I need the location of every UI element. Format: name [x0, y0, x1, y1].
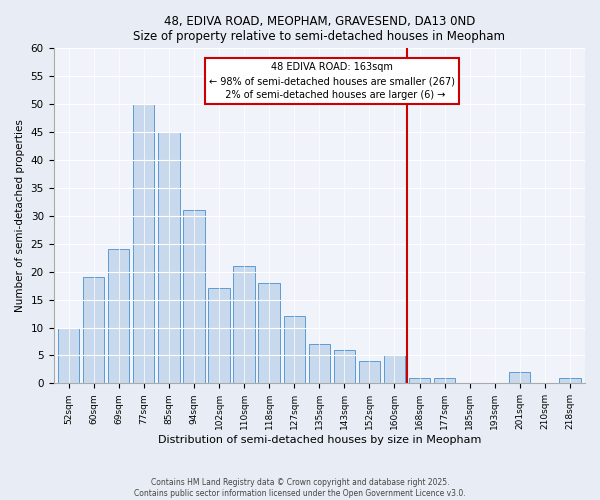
- Bar: [158, 132, 179, 384]
- Bar: [183, 210, 205, 384]
- Bar: [208, 288, 230, 384]
- Bar: [334, 350, 355, 384]
- Bar: [259, 283, 280, 384]
- Bar: [559, 378, 581, 384]
- Bar: [509, 372, 530, 384]
- Title: 48, EDIVA ROAD, MEOPHAM, GRAVESEND, DA13 0ND
Size of property relative to semi-d: 48, EDIVA ROAD, MEOPHAM, GRAVESEND, DA13…: [133, 15, 505, 43]
- Bar: [308, 344, 330, 384]
- Text: Contains HM Land Registry data © Crown copyright and database right 2025.
Contai: Contains HM Land Registry data © Crown c…: [134, 478, 466, 498]
- Bar: [108, 250, 130, 384]
- Bar: [284, 316, 305, 384]
- Bar: [409, 378, 430, 384]
- Bar: [83, 278, 104, 384]
- Bar: [359, 361, 380, 384]
- Y-axis label: Number of semi-detached properties: Number of semi-detached properties: [15, 120, 25, 312]
- Bar: [58, 328, 79, 384]
- Text: 48 EDIVA ROAD: 163sqm
← 98% of semi-detached houses are smaller (267)
  2% of se: 48 EDIVA ROAD: 163sqm ← 98% of semi-deta…: [209, 62, 455, 100]
- Bar: [434, 378, 455, 384]
- Bar: [384, 356, 405, 384]
- Bar: [133, 104, 154, 384]
- Bar: [233, 266, 255, 384]
- X-axis label: Distribution of semi-detached houses by size in Meopham: Distribution of semi-detached houses by …: [158, 435, 481, 445]
